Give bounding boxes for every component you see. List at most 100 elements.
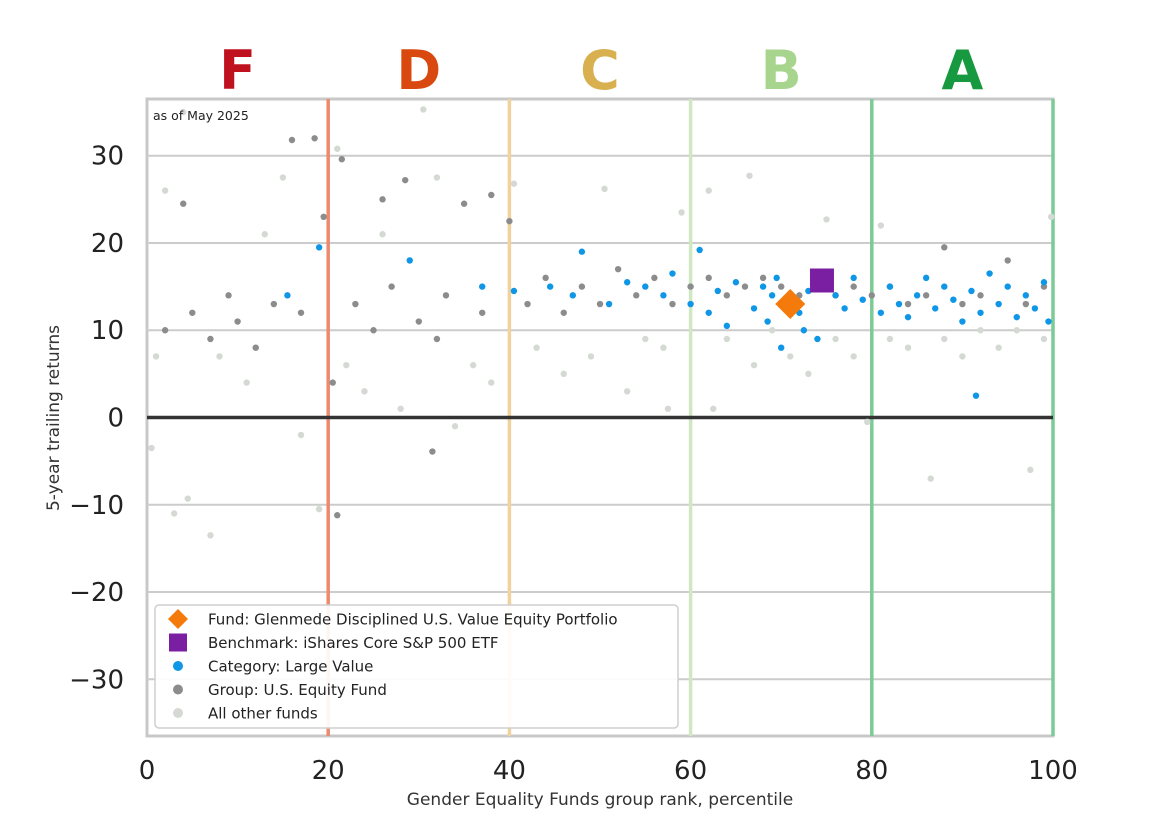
data-point-all-other-funds [877,222,885,229]
data-point-group-u-s-equity-fund [225,292,232,299]
data-point-group-u-s-equity-fund [1022,300,1030,308]
data-point-category-large-value [778,344,785,351]
data-point-category-large-value [1031,305,1039,312]
data-point-group-u-s-equity-fund [402,176,409,184]
data-point-all-other-funds [642,335,649,343]
data-point-all-other-funds [279,174,287,181]
data-point-category-large-value [479,283,486,290]
data-point-group-u-s-equity-fund [352,300,359,308]
data-point-group-u-s-equity-fund [868,292,875,299]
data-point-all-other-funds [148,444,155,452]
data-point-all-other-funds [1040,335,1048,343]
data-point-category-large-value [687,300,694,308]
data-point-all-other-funds [469,361,477,369]
data-point-all-other-funds [488,379,495,386]
data-point-all-other-funds [184,495,191,502]
legend-box [154,604,679,729]
data-point-all-other-funds [343,361,350,369]
series-all-other-funds [148,106,1055,539]
data-point-all-other-funds [601,185,608,193]
data-point-category-large-value [546,283,554,290]
legend-marker-all-other-funds [173,708,183,718]
y-tick-label: −10 [69,491,124,521]
data-point-all-other-funds [977,327,984,334]
data-point-all-other-funds [533,344,540,351]
data-point-all-other-funds [161,187,169,194]
data-point-group-u-s-equity-fund [189,309,196,316]
grade-label-c: C [580,39,620,102]
data-point-group-u-s-equity-fund [850,283,857,290]
data-point-category-large-value [972,392,980,399]
data-point-category-large-value [764,318,771,325]
data-point-all-other-funds [261,231,268,238]
x-tick-label: 40 [493,756,526,786]
data-point-group-u-s-equity-fund [741,283,749,290]
data-point-all-other-funds [560,370,567,378]
data-point-category-large-value [922,274,930,282]
data-point-all-other-funds [587,353,595,360]
y-tick-label: −20 [69,578,124,608]
data-point-group-u-s-equity-fund [941,244,948,251]
data-point-all-other-funds [864,418,871,426]
data-point-all-other-funds [510,180,518,187]
legend-entry-all-other-funds: All other funds [208,705,318,723]
data-point-group-u-s-equity-fund [759,274,767,282]
data-point-group-u-s-equity-fund [429,448,436,455]
data-point-all-other-funds [927,475,934,482]
data-point-all-other-funds [664,405,672,412]
data-point-all-other-funds [379,231,386,238]
legend-marker-group-u-s-equity-fund [173,684,183,695]
data-point-all-other-funds [832,335,839,343]
data-point-all-other-funds [397,405,404,412]
data-point-all-other-funds [959,353,966,360]
data-point-group-u-s-equity-fund [578,283,586,290]
data-point-group-u-s-equity-fund [334,512,341,519]
data-point-all-other-funds [850,353,857,360]
data-point-all-other-funds [768,327,776,334]
data-point-category-large-value [623,279,631,286]
data-point-category-large-value [986,270,993,277]
data-point-group-u-s-equity-fund [687,283,694,290]
data-point-category-large-value [696,246,703,254]
legend-entry-benchmark-ishares-core-s-p-500-etf: Benchmark: iShares Core S&P 500 ETF [208,634,498,652]
data-point-category-large-value [1040,279,1048,286]
data-point-category-large-value [605,300,613,308]
data-point-group-u-s-equity-fund [596,300,604,308]
data-point-category-large-value [723,322,731,330]
data-point-group-u-s-equity-fund [560,309,567,316]
y-tick-label: 0 [107,404,124,434]
data-point-category-large-value [705,309,712,316]
data-point-group-u-s-equity-fund [207,335,214,343]
data-point-category-large-value [669,270,676,277]
legend-marker-fund [168,609,188,629]
data-point-group-u-s-equity-fund [506,217,513,225]
data-point-group-u-s-equity-fund [669,300,676,308]
data-point-all-other-funds [710,405,717,412]
data-point-category-large-value [950,296,957,303]
data-point-group-u-s-equity-fund [338,156,345,163]
grade-label-b: B [761,39,802,102]
data-point-all-other-funds [705,187,712,194]
data-point-all-other-funds [746,172,753,179]
data-point-all-other-funds [723,335,731,343]
data-point-all-other-funds [750,361,758,369]
data-point-group-u-s-equity-fund [705,274,712,282]
data-point-group-u-s-equity-fund [388,283,395,290]
x-tick-label: 80 [855,756,888,786]
data-point-all-other-funds [433,174,441,181]
data-point-category-large-value [800,327,808,334]
data-point-all-other-funds [678,209,685,216]
data-point-category-large-value [1022,292,1030,299]
y-tick-label: −30 [69,665,124,695]
data-point-category-large-value [1013,313,1020,321]
legend-marker-category-large-value [173,661,183,671]
data-point-category-large-value [977,309,984,316]
x-tick-label: 20 [312,756,345,786]
y-tick-label: 30 [91,142,124,172]
x-tick-label: 0 [139,756,156,786]
legend-entry-fund-glenmede-disciplined-u-s-value-equity-portfolio: Fund: Glenmede Disciplined U.S. Value Eq… [208,611,618,629]
data-point-category-large-value [569,292,577,299]
